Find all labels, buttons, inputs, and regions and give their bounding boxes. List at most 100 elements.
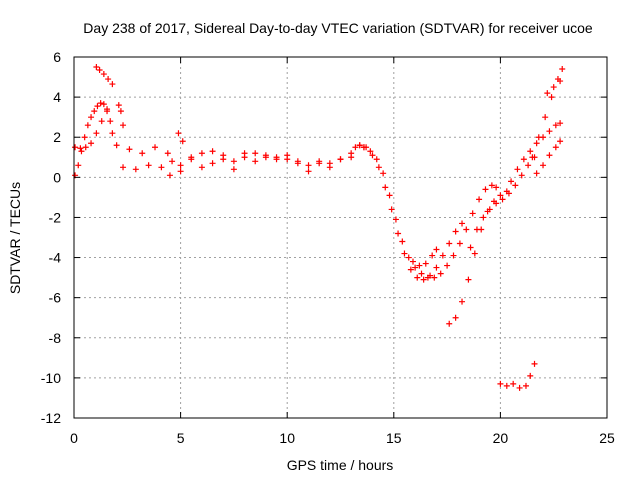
data-point-arc-o-1 [550,84,557,91]
data-point-arc-g-13 [305,162,312,169]
data-point-descent-1-20 [488,182,495,189]
data-point-arc-a-6 [91,108,98,115]
data-point-descent-2-3 [375,164,382,171]
x-tick-label: 15 [386,430,402,446]
data-point-arc-a-12 [109,130,116,137]
data-point-arc-e-1 [120,164,127,171]
data-point-arc-h-0 [177,162,184,169]
data-point-arc-h-7 [252,158,259,165]
data-point-descent-1-2 [373,156,380,163]
data-point-arc-n-0 [533,170,540,177]
data-point-arc-c-4 [109,81,116,88]
data-point-descent-3-3 [429,252,436,259]
data-point-arc-a-7 [94,103,101,110]
data-point-arc-h-12 [305,168,312,175]
data-point-descent-2-13 [439,252,446,259]
data-point-descent-1-3 [380,170,387,177]
data-point-arc-e-6 [152,144,159,151]
y-tick-label: -4 [49,250,62,266]
data-point-arc-e-7 [158,164,165,171]
data-point-descent-1-12 [437,270,444,277]
data-point-arc-j-8 [518,172,525,179]
data-point-arc-a-3 [81,134,88,141]
plot-frame [73,56,608,419]
data-point-arc-i-4 [471,250,478,257]
data-point-descent-1-8 [412,264,419,271]
data-point-descent-1-17 [469,210,476,217]
data-point-arc-a-5 [88,114,95,121]
data-point-arc-l-4 [533,140,540,147]
data-point-descent-2-9 [414,274,421,281]
y-tick-label: -8 [49,330,62,346]
data-point-arc-e-5 [145,162,152,169]
data-point-arc-i-0 [446,320,453,327]
data-point-arc-j-9 [525,162,532,169]
data-point-arc-b-3 [88,140,95,147]
data-point-descent-2-8 [407,266,414,273]
data-point-arc-c-2 [100,71,107,78]
data-point-arc-h-16 [348,154,355,161]
data-point-arc-g-8 [252,150,259,157]
data-point-arc-l-1 [514,166,521,173]
data-point-arc-d-0 [115,102,122,109]
data-point-descent-2-5 [388,206,395,213]
data-point-descent-1-13 [444,262,451,269]
data-point-arc-m-0 [529,154,536,161]
data-point-arc-a-4 [84,122,91,129]
y-tick-label: -6 [49,290,62,306]
data-point-arc-m-1 [535,134,542,141]
data-point-arc-l-0 [508,178,515,185]
data-point-arc-j-1 [473,226,480,233]
grid-lines [74,57,607,418]
data-points [72,64,566,391]
data-point-arc-i-3 [465,276,472,283]
data-point-arc-g-1 [177,168,184,175]
data-point-descent-1-18 [476,196,483,203]
x-axis-label: GPS time / hours [287,457,394,473]
data-point-descent-1-7 [405,254,412,261]
data-point-descent-3-4 [433,246,440,253]
data-point-arc-h-13 [316,160,323,167]
data-point-arc-g-18 [352,144,359,151]
y-tick-label: -12 [41,410,61,426]
data-point-descent-2-12 [433,264,440,271]
data-point-arc-l-6 [546,128,553,135]
data-point-descent-2-16 [459,220,466,227]
data-point-arc-l-7 [552,122,559,129]
y-tick-label: 4 [53,89,61,105]
data-point-arc-m-5 [559,66,566,73]
data-point-arc-l-2 [520,156,527,163]
data-point-descent-2-2 [369,152,376,159]
data-point-descent-2-15 [452,228,459,235]
data-point-descent-2-0 [356,142,363,149]
data-point-arc-k-2 [510,380,517,387]
data-point-arc-f-0 [175,130,182,137]
data-point-descent-2-6 [395,230,402,237]
x-tick-label: 10 [279,430,295,446]
data-point-descent-1-5 [392,216,399,223]
data-point-arc-h-9 [273,156,280,163]
data-point-arc-i-2 [459,298,466,305]
data-point-arc-k-3 [516,384,523,391]
x-tick-label: 0 [70,430,78,446]
data-point-descent-1-9 [418,270,425,277]
data-point-arc-l-8 [557,120,564,127]
data-point-descent-1-15 [456,240,463,247]
data-point-descent-1-14 [450,252,457,259]
data-point-arc-g-3 [198,150,205,157]
y-axis-label: SDTVAR / TECUs [7,182,23,294]
data-point-arc-h-8 [262,154,269,161]
data-point-arc-j-7 [512,182,519,189]
data-point-descent-1-6 [399,238,406,245]
data-point-arc-h-11 [294,158,301,165]
data-point-arc-e-3 [132,166,139,173]
data-point-arc-m-2 [542,114,549,121]
data-point-arc-a-9 [100,101,107,108]
data-point-arc-b-1 [77,145,84,152]
data-point-arc-j-5 [499,196,506,203]
data-point-arc-g-0 [166,172,173,179]
data-point-arc-n-1 [540,162,547,169]
data-point-arc-h-15 [337,156,344,163]
